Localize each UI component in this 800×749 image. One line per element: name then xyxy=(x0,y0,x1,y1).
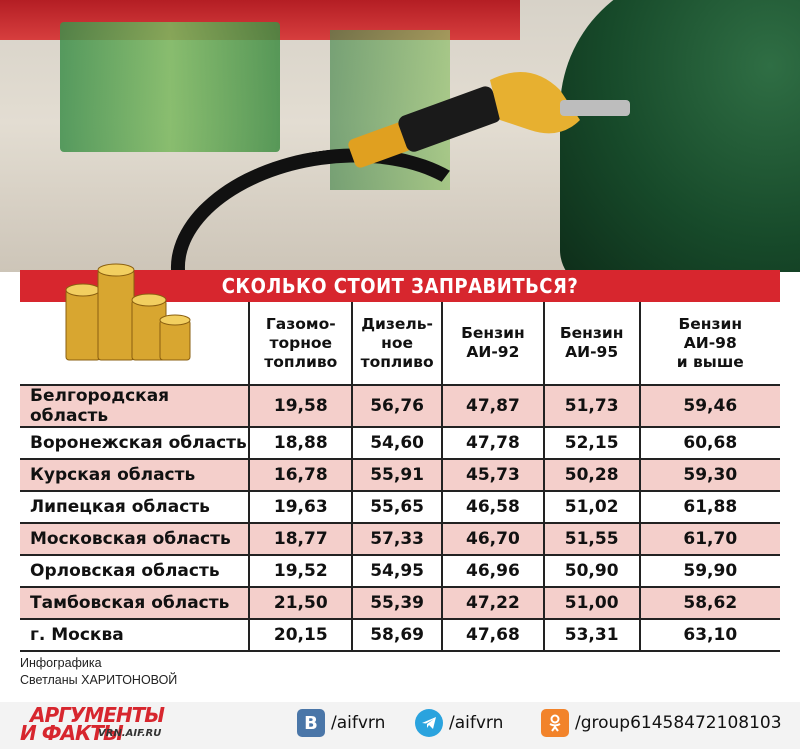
coins-icon xyxy=(65,263,191,361)
price-cell: 60,68 xyxy=(638,426,780,459)
aif-logo[interactable]: АРГУМЕНТЫ И ФАКТЫ VRN.AIF.RU xyxy=(20,703,180,745)
region-cell: Курская область xyxy=(20,458,250,491)
price-cell: 55,91 xyxy=(351,458,443,491)
column-header-ai95: Бензин АИ-95 xyxy=(542,302,640,385)
logo-line2: И ФАКТЫ xyxy=(20,721,124,745)
region-cell: Орловская область xyxy=(20,554,250,587)
vk-link[interactable]: B /aifvrn xyxy=(297,708,385,738)
price-cell: 54,60 xyxy=(351,426,443,459)
price-cell: 18,88 xyxy=(248,426,353,459)
region-cell: Московская область xyxy=(20,522,250,555)
price-cell: 20,15 xyxy=(248,618,353,652)
column-header-gas: Газомо-торное топливо xyxy=(248,302,353,385)
price-cell: 46,70 xyxy=(441,522,544,555)
region-cell: Воронежская область xyxy=(20,426,250,459)
price-cell: 51,00 xyxy=(542,586,640,619)
price-cell: 59,90 xyxy=(638,554,780,587)
price-cell: 53,31 xyxy=(542,618,640,652)
price-cell: 16,78 xyxy=(248,458,353,491)
column-header-ai98: Бензин АИ-98 и выше xyxy=(638,302,780,385)
region-cell: г. Москва xyxy=(20,618,250,652)
price-cell: 55,39 xyxy=(351,586,443,619)
price-cell: 51,73 xyxy=(542,384,640,427)
price-cell: 59,46 xyxy=(638,384,780,427)
price-cell: 61,70 xyxy=(638,522,780,555)
infographic-credit: Инфографика Светланы ХАРИТОНОВОЙ xyxy=(20,656,178,687)
ok-handle: /group61458472108103 xyxy=(575,713,782,733)
price-cell: 21,50 xyxy=(248,586,353,619)
price-cell: 47,87 xyxy=(441,384,544,427)
header-photo xyxy=(0,0,800,272)
footer-bar xyxy=(0,702,800,749)
site-link[interactable]: VRN.AIF.RU xyxy=(98,728,162,739)
price-cell: 56,76 xyxy=(351,384,443,427)
price-cell: 47,78 xyxy=(441,426,544,459)
fuel-price-table: Газомо-торное топливо Дизель-ное топливо Б… xyxy=(20,302,780,652)
region-cell: Липецкая область xyxy=(20,490,250,523)
table-header-row: Газомо-торное топливо Дизель-ное топливо Б… xyxy=(20,302,780,385)
price-cell: 58,62 xyxy=(638,586,780,619)
table-row: Орловская область 19,52 54,95 46,96 50,9… xyxy=(20,554,780,587)
price-cell: 46,96 xyxy=(441,554,544,587)
price-cell: 19,63 xyxy=(248,490,353,523)
telegram-handle: /aifvrn xyxy=(449,713,504,733)
table-row: Тамбовская область 21,50 55,39 47,22 51,… xyxy=(20,586,780,619)
price-cell: 55,65 xyxy=(351,490,443,523)
price-table-panel: СКОЛЬКО СТОИТ ЗАПРАВИТЬСЯ? Газомо-торное… xyxy=(20,263,780,652)
price-cell: 52,15 xyxy=(542,426,640,459)
table-row: Воронежская область 18,88 54,60 47,78 52… xyxy=(20,426,780,459)
telegram-link[interactable]: /aifvrn xyxy=(415,708,503,738)
table-row: Московская область 18,77 57,33 46,70 51,… xyxy=(20,522,780,555)
price-cell: 47,68 xyxy=(441,618,544,652)
table-row: Липецкая область 19,63 55,65 46,58 51,02… xyxy=(20,490,780,523)
price-cell: 50,90 xyxy=(542,554,640,587)
car-body xyxy=(560,0,800,272)
price-cell: 50,28 xyxy=(542,458,640,491)
odnoklassniki-icon xyxy=(541,709,569,737)
price-cell: 59,30 xyxy=(638,458,780,491)
vk-icon: B xyxy=(297,709,325,737)
price-cell: 45,73 xyxy=(441,458,544,491)
price-cell: 51,55 xyxy=(542,522,640,555)
column-header-diesel: Дизель-ное топливо xyxy=(351,302,443,385)
logo-line1: АРГУМЕНТЫ xyxy=(30,703,165,727)
price-cell: 18,77 xyxy=(248,522,353,555)
price-cell: 19,58 xyxy=(248,384,353,427)
region-cell: Тамбовская область xyxy=(20,586,250,619)
column-header-ai92: Бензин АИ-92 xyxy=(441,302,544,385)
price-cell: 19,52 xyxy=(248,554,353,587)
telegram-icon xyxy=(415,709,443,737)
price-cell: 54,95 xyxy=(351,554,443,587)
price-cell: 47,22 xyxy=(441,586,544,619)
fuel-nozzle-icon xyxy=(348,72,630,168)
table-title: СКОЛЬКО СТОИТ ЗАПРАВИТЬСЯ? xyxy=(20,270,780,302)
price-cell: 61,88 xyxy=(638,490,780,523)
price-cell: 58,69 xyxy=(351,618,443,652)
table-row: Курская область 16,78 55,91 45,73 50,28 … xyxy=(20,458,780,491)
region-cell: Белгородская область xyxy=(20,384,250,427)
fuel-pump-background xyxy=(60,22,280,152)
price-cell: 46,58 xyxy=(441,490,544,523)
table-row: Белгородская область 19,58 56,76 47,87 5… xyxy=(20,384,780,427)
price-cell: 63,10 xyxy=(638,618,780,652)
odnoklassniki-link[interactable]: /group61458472108103 xyxy=(541,708,782,738)
price-cell: 51,02 xyxy=(542,490,640,523)
price-cell: 57,33 xyxy=(351,522,443,555)
vk-handle: /aifvrn xyxy=(331,713,386,733)
table-row: г. Москва 20,15 58,69 47,68 53,31 63,10 xyxy=(20,618,780,652)
